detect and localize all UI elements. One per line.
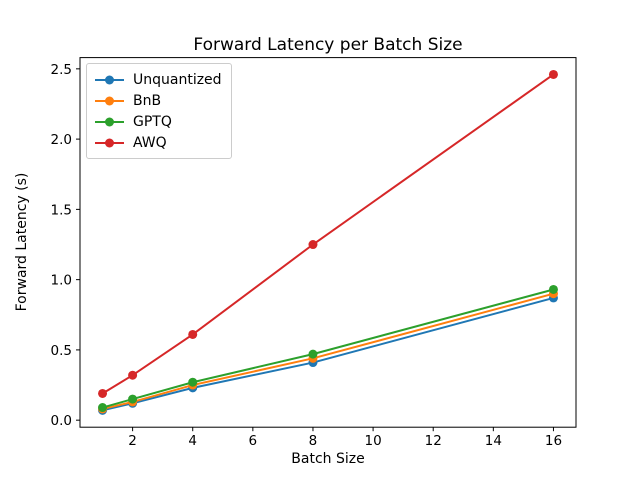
legend-item-gptq: GPTQ xyxy=(94,111,222,132)
marker-gptq-x16 xyxy=(548,284,558,294)
x-tick-label: 2 xyxy=(128,433,137,449)
x-tick-label: 8 xyxy=(309,433,318,449)
series-line-bnb xyxy=(101,292,555,410)
marker-gptq-x1 xyxy=(98,403,108,413)
legend-label: Unquantized xyxy=(133,71,222,88)
legend-marker-bnb-icon xyxy=(95,96,124,105)
legend-label: BnB xyxy=(133,92,162,109)
legend-marker-gptq-icon xyxy=(95,117,124,126)
x-tick-label: 6 xyxy=(249,433,258,449)
marker-awq-x16 xyxy=(548,69,558,79)
legend-item-awq: AWQ xyxy=(94,132,222,153)
marker-awq-x1 xyxy=(98,388,108,398)
x-tick-label: 12 xyxy=(425,433,442,449)
marker-awq-x8 xyxy=(308,240,318,250)
x-tick-label: 10 xyxy=(364,433,381,449)
legend-label: GPTQ xyxy=(133,113,172,130)
legend-marker-awq-icon xyxy=(95,138,124,147)
marker-awq-x2 xyxy=(128,370,138,380)
x-tick-label: 14 xyxy=(485,433,502,449)
y-tick-label: 2.5 xyxy=(51,62,72,78)
legend-item-bnb: BnB xyxy=(94,90,222,111)
legend-marker-unquantized-icon xyxy=(95,75,124,84)
series-line-gptq xyxy=(101,288,555,409)
x-axis-label: Batch Size xyxy=(291,451,365,467)
y-tick-label: 0.5 xyxy=(51,343,72,359)
legend-label: AWQ xyxy=(133,134,167,151)
marker-gptq-x8 xyxy=(308,349,318,359)
legend-item-unquantized: Unquantized xyxy=(94,69,222,90)
marker-gptq-x4 xyxy=(188,377,198,387)
marker-gptq-x2 xyxy=(128,394,138,404)
y-tick-label: 2.0 xyxy=(51,132,72,148)
x-tick-label: 16 xyxy=(545,433,562,449)
axes-frame xyxy=(79,57,577,428)
y-tick-label: 1.0 xyxy=(51,273,72,289)
x-tick-label: 4 xyxy=(188,433,197,449)
y-tick-label: 0.0 xyxy=(51,413,72,429)
chart-title: Forward Latency per Batch Size xyxy=(193,35,463,55)
y-axis-label: Forward Latency (s) xyxy=(14,172,30,312)
legend: Unquantized BnB GPTQ AWQ xyxy=(86,63,232,159)
y-tick-label: 1.5 xyxy=(51,202,72,218)
marker-awq-x4 xyxy=(188,329,198,339)
